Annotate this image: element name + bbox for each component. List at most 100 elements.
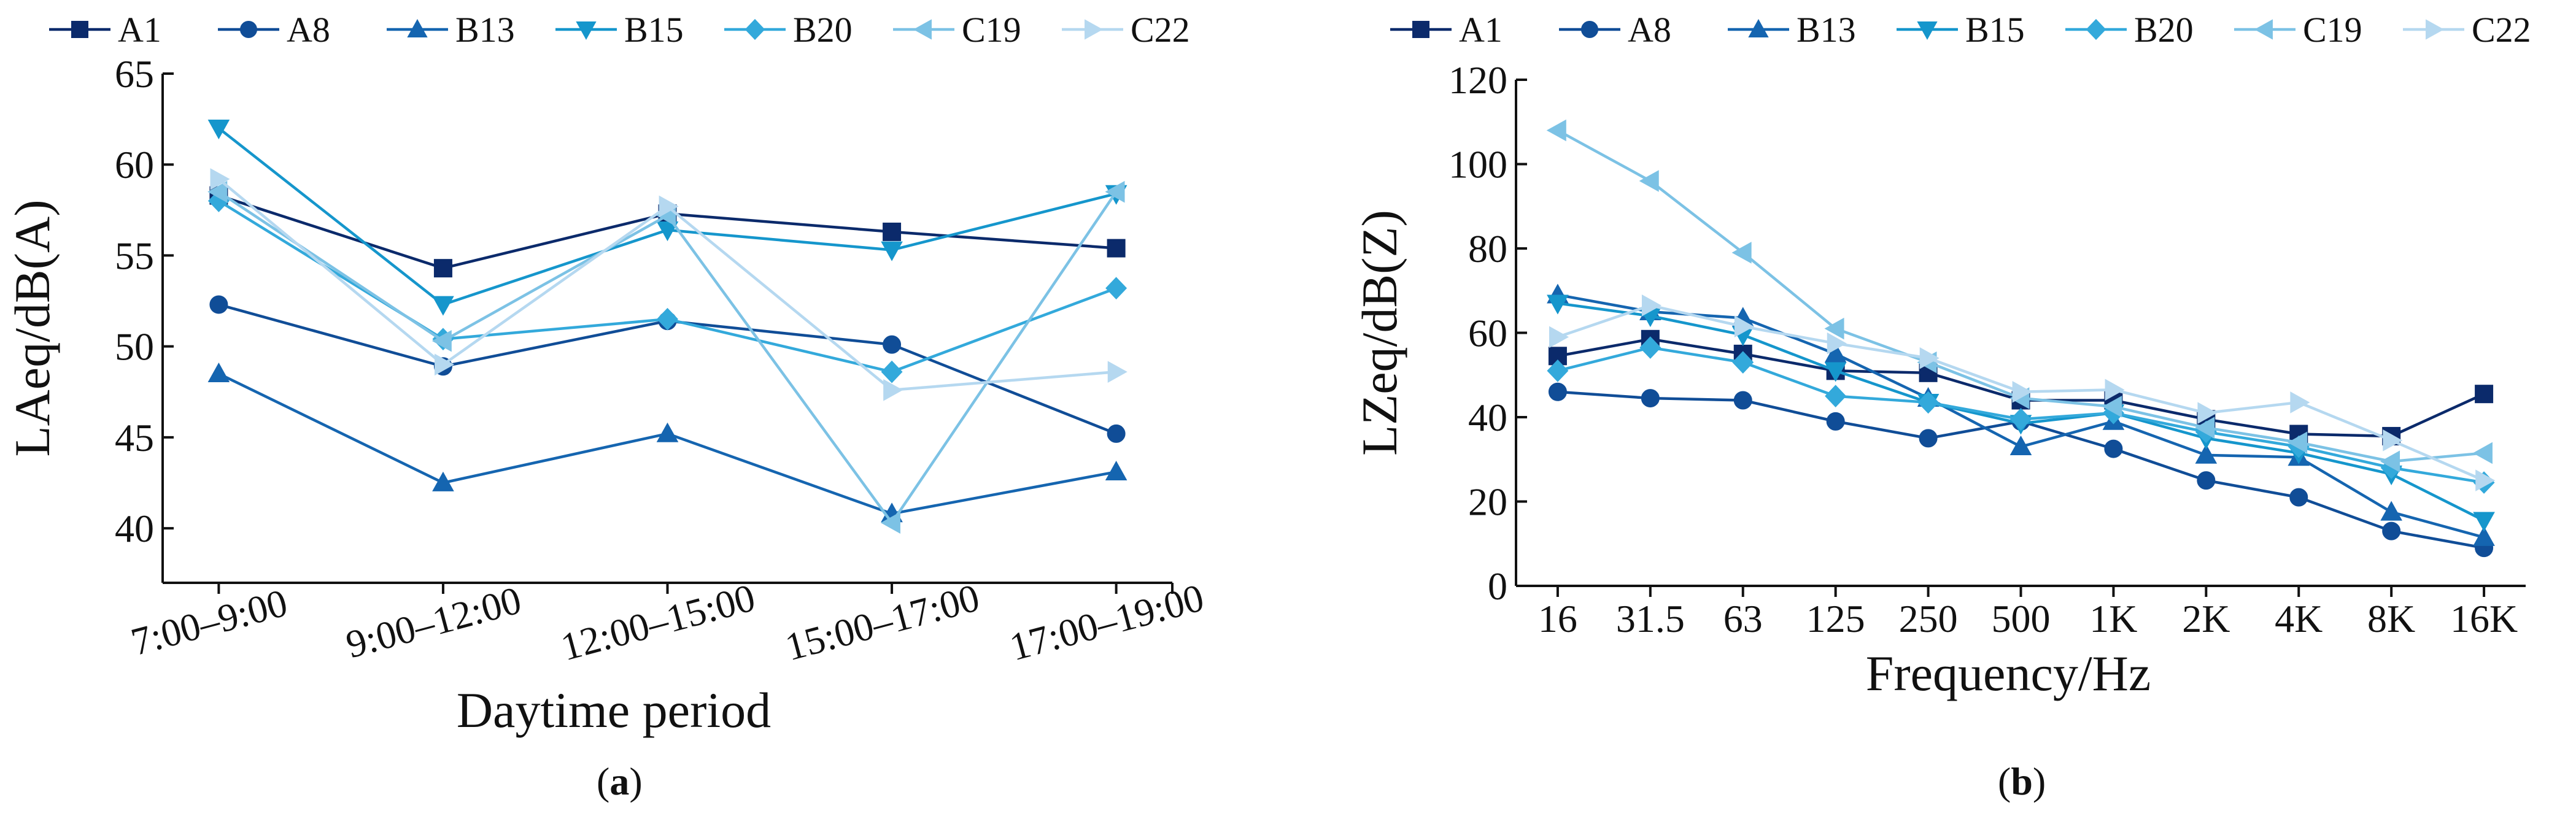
- data-point: [2475, 385, 2494, 404]
- x-tick-label: 9:00–12:00: [341, 578, 525, 666]
- y-tick-label: 20: [1468, 480, 1507, 524]
- legend-marker: [71, 21, 88, 38]
- legend-label: A1: [118, 10, 161, 50]
- data-point: [210, 168, 230, 190]
- data-point: [881, 241, 903, 261]
- y-tick-label: 65: [115, 52, 154, 96]
- data-point: [2197, 402, 2218, 424]
- legend-label: A8: [1628, 10, 1671, 50]
- data-point: [2382, 521, 2401, 540]
- data-point: [2383, 429, 2403, 452]
- legend-label: B20: [2134, 10, 2194, 50]
- data-point: [2009, 435, 2032, 456]
- data-point: [1826, 412, 1845, 431]
- legend-label: B15: [1965, 10, 2025, 50]
- data-point: [432, 296, 454, 316]
- data-point: [2475, 469, 2496, 491]
- legend-marker: [2426, 19, 2445, 40]
- data-point: [2473, 526, 2495, 546]
- data-point: [207, 362, 230, 382]
- x-tick-label: 63: [1723, 597, 1763, 640]
- panel-label-open: (: [1998, 759, 2011, 803]
- data-point: [432, 471, 454, 491]
- legend-marker: [913, 19, 932, 40]
- data-point: [1641, 294, 1661, 317]
- legend-label: A1: [1459, 10, 1503, 50]
- data-point: [1824, 317, 1844, 340]
- data-point: [1107, 361, 1127, 383]
- data-point: [2012, 380, 2032, 403]
- data-point: [1105, 180, 1125, 203]
- data-point: [656, 221, 679, 242]
- legend-marker: [2254, 19, 2273, 40]
- x-tick-label: 31.5: [1616, 597, 1685, 640]
- y-tick-label: 40: [1468, 396, 1507, 439]
- data-point: [2380, 501, 2402, 521]
- series-b20: [1547, 336, 2495, 494]
- x-tick-label: 15:00–17:00: [781, 575, 984, 669]
- legend-marker: [576, 21, 597, 40]
- legend-label: B15: [624, 10, 684, 50]
- data-point: [2010, 408, 2032, 431]
- legend-label: C22: [2472, 10, 2531, 50]
- x-tick-label: 4K: [2275, 597, 2323, 640]
- legend-label: B13: [455, 10, 515, 50]
- data-point: [1824, 362, 1847, 382]
- panel-label-close: ): [2033, 759, 2046, 803]
- data-point: [1825, 385, 1847, 407]
- data-point: [2288, 431, 2308, 454]
- data-point: [431, 329, 452, 352]
- data-point: [1547, 360, 1569, 382]
- data-point: [1919, 347, 1940, 369]
- chart-panel-a: 40 45 50 55 60 65 7:00–9:00 9:00–12:00 12:00–15:…: [4, 10, 1209, 803]
- legend-marker: [745, 18, 765, 40]
- series-line: [218, 372, 1117, 515]
- legend-marker: [1917, 21, 1938, 40]
- x-tick-label: 17:00–19:00: [1005, 575, 1209, 669]
- data-point: [209, 295, 228, 314]
- x-tick-label: 1K: [2089, 597, 2137, 640]
- data-point: [1641, 389, 1660, 408]
- legend-label: B20: [793, 10, 853, 50]
- data-point: [1639, 336, 1661, 359]
- y-tick-label: 60: [115, 143, 154, 186]
- data-point: [657, 307, 678, 331]
- y-tick-label: 45: [115, 416, 154, 459]
- data-point: [1824, 342, 1847, 363]
- series-c19: [1546, 119, 2493, 472]
- legend-label: A8: [287, 10, 330, 50]
- panel-label-letter: b: [2011, 759, 2033, 803]
- y-tick-label: 50: [115, 325, 154, 369]
- data-point: [1105, 461, 1127, 481]
- y-tick-label: 80: [1468, 227, 1507, 271]
- data-point: [2104, 439, 2123, 458]
- x-tick-label: 16: [1538, 597, 1577, 640]
- data-point: [1917, 391, 1940, 414]
- y-tick-label: 55: [115, 234, 154, 277]
- data-point: [2195, 444, 2218, 464]
- x-tick-label: 16K: [2450, 597, 2518, 640]
- series-b13: [207, 362, 1127, 523]
- data-point: [1733, 391, 1752, 410]
- data-point: [656, 422, 679, 442]
- legend-label: C19: [2303, 10, 2362, 50]
- panel-label: (a): [597, 759, 643, 803]
- panel-label-open: (: [597, 759, 609, 803]
- data-point: [2289, 488, 2308, 507]
- legend-marker: [1748, 18, 1769, 37]
- data-point: [2102, 396, 2122, 418]
- legend-label: B13: [1797, 10, 1856, 50]
- x-tick-label: 12:00–15:00: [556, 575, 759, 669]
- legend-marker: [240, 21, 257, 38]
- data-point: [433, 259, 452, 278]
- data-point: [1827, 332, 1847, 355]
- x-tick-label: 8K: [2367, 597, 2415, 640]
- y-tick-label: 40: [115, 507, 154, 550]
- legend-marker: [1085, 19, 1104, 40]
- x-tick-label: 250: [1899, 597, 1958, 640]
- data-point: [659, 195, 679, 218]
- legend-marker: [1581, 21, 1598, 38]
- y-tick-label: 100: [1449, 143, 1507, 186]
- data-point: [2195, 417, 2215, 439]
- series-c22: [1549, 294, 2496, 491]
